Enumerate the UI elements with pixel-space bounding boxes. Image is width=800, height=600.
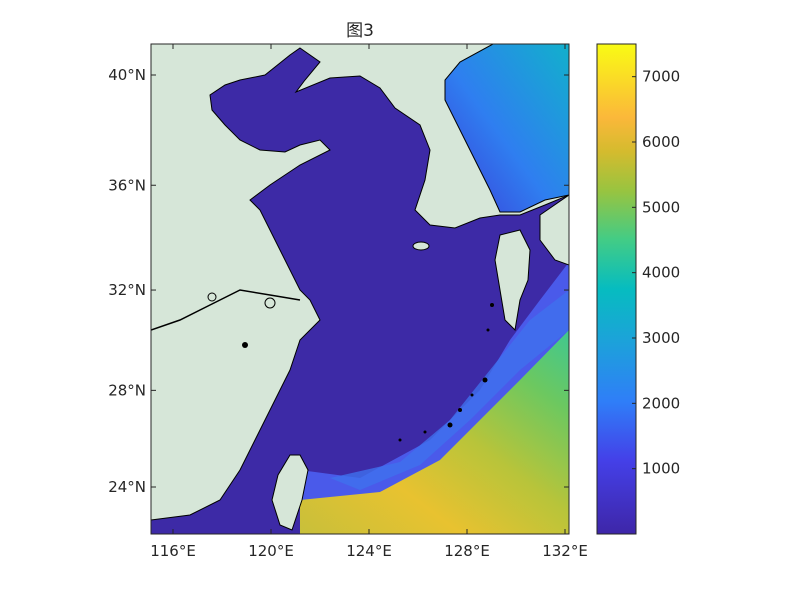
colorbar-ticks: 1000 2000 3000 4000 5000 6000 7000 — [632, 68, 680, 478]
sea-of-japan — [444, 44, 569, 213]
y-tick-label: 28°N — [108, 381, 146, 399]
colorbar-tick-label: 3000 — [642, 329, 680, 347]
colorbar-tick-label: 1000 — [642, 460, 680, 478]
colorbar — [596, 43, 637, 535]
yangtze-river — [151, 289, 301, 331]
x-tick-label: 128°E — [444, 542, 490, 560]
map-area — [151, 44, 569, 534]
colorbar-tick-label: 2000 — [642, 394, 680, 412]
kyushu-land — [494, 229, 531, 332]
colorbar-tick-label: 7000 — [642, 68, 680, 86]
x-tick-label: 132°E — [542, 542, 588, 560]
y-tick-label: 36°N — [108, 176, 146, 194]
x-tick-label: 116°E — [150, 542, 196, 560]
y-tick-label: 40°N — [108, 66, 146, 84]
jeju-island — [412, 241, 430, 251]
colorbar-tick-label: 6000 — [642, 133, 680, 151]
y-axis: 40°N 36°N 32°N 28°N 24°N — [108, 66, 569, 496]
ryukyu-islands — [207, 292, 494, 442]
colorbar-tick-label: 4000 — [642, 264, 680, 282]
colorbar-tick-label: 5000 — [642, 198, 680, 216]
map-axes-box — [150, 43, 570, 535]
y-tick-label: 24°N — [108, 478, 146, 496]
map-title: 图3 — [346, 21, 374, 41]
honshu-land — [539, 194, 569, 266]
okinawa-trough — [330, 290, 569, 490]
y-tick-label: 32°N — [108, 281, 146, 299]
taiwan-land — [271, 454, 309, 531]
philippine-sea — [300, 330, 569, 534]
x-axis: 116°E 120°E 124°E 128°E 132°E — [150, 44, 588, 560]
x-tick-label: 124°E — [346, 542, 392, 560]
x-tick-label: 120°E — [248, 542, 294, 560]
